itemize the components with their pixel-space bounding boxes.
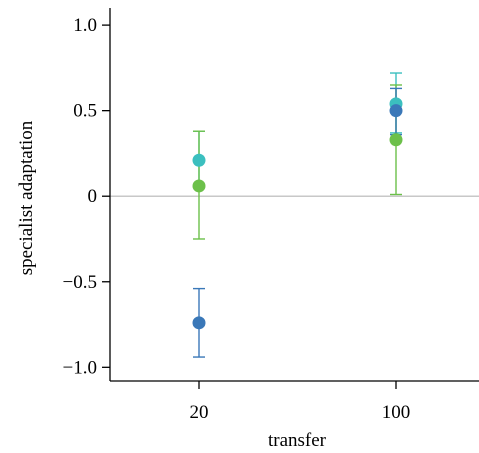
data-point [192, 179, 206, 193]
y-tick-label: −0.5 [63, 272, 97, 293]
data-marks [192, 72, 403, 358]
data-point [389, 104, 403, 118]
data-point [192, 316, 206, 330]
x-axis-title: transfer [268, 430, 327, 451]
y-tick-label: −1.0 [63, 357, 97, 378]
y-axis-title: specialist adaptation [16, 120, 37, 275]
y-tick-label: 0.5 [73, 101, 97, 122]
x-tick-label: 20 [190, 402, 209, 423]
data-point [389, 133, 403, 147]
y-tick-label: 1.0 [73, 15, 97, 36]
axes: 1.0 0.5 0 −0.5 −1.0 20 100 [63, 8, 479, 423]
data-point [192, 153, 206, 167]
x-tick-label: 100 [382, 402, 411, 423]
y-tick-label: 0 [88, 186, 98, 207]
